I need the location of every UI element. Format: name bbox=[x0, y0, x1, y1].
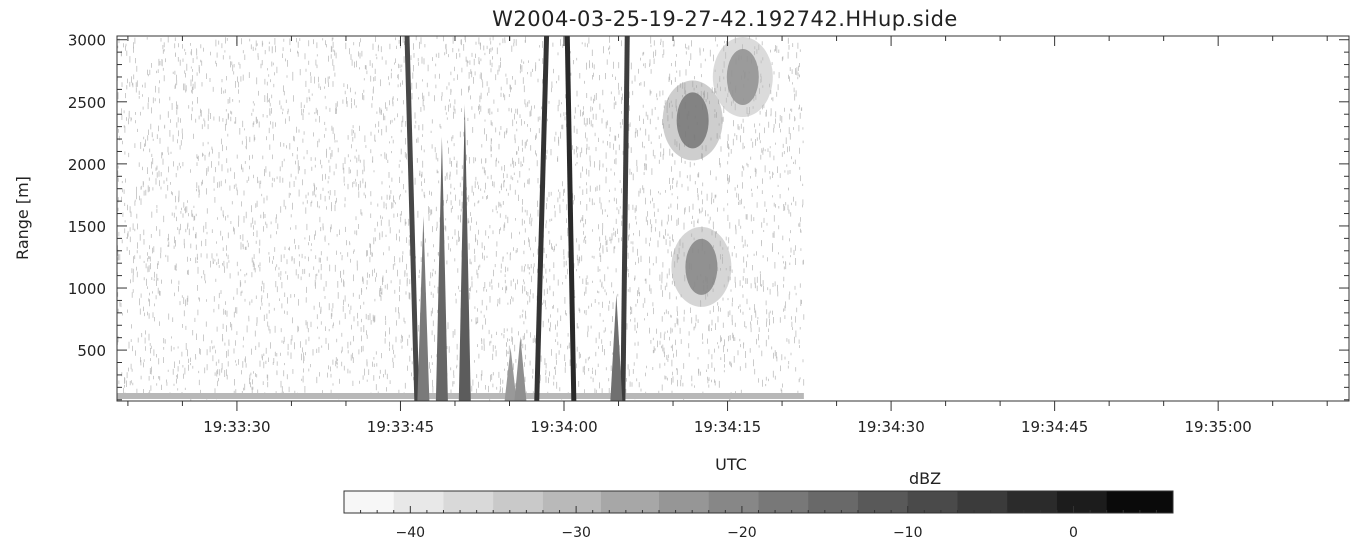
x-tick-label: 19:33:30 bbox=[203, 418, 270, 436]
colorbar-swatch bbox=[344, 491, 395, 513]
x-tick-label: 19:33:45 bbox=[367, 418, 434, 436]
reflectivity-cloud bbox=[662, 80, 723, 161]
x-tick-label: 19:34:00 bbox=[530, 418, 597, 436]
radar-reflectivity-image bbox=[117, 36, 805, 401]
x-tick-label: 19:34:15 bbox=[694, 418, 761, 436]
colorbar-swatch bbox=[907, 491, 958, 513]
colorbar-tick-label: −40 bbox=[396, 525, 426, 541]
colorbar-swatch bbox=[393, 491, 444, 513]
colorbar-swatch bbox=[1007, 491, 1058, 513]
colorbar-swatch bbox=[957, 491, 1008, 513]
reflectivity-cloud bbox=[712, 36, 773, 117]
colorbar-swatch bbox=[659, 491, 710, 513]
colorbar: −40 −30 −20 −10 0 bbox=[343, 490, 1174, 541]
colorbar-swatch bbox=[708, 491, 759, 513]
colorbar-tick-label: −10 bbox=[893, 525, 923, 541]
reflectivity-streak bbox=[564, 36, 577, 401]
reflectivity-spike bbox=[514, 336, 527, 401]
reflectivity-spike bbox=[417, 216, 430, 401]
reflectivity-streak bbox=[534, 36, 550, 401]
cloud-core bbox=[676, 92, 709, 149]
colorbar-swatch bbox=[1106, 491, 1174, 513]
reflectivity-spike bbox=[504, 347, 517, 401]
colorbar-swatch bbox=[493, 491, 544, 513]
y-axis-label: Range [m] bbox=[13, 176, 32, 260]
cloud-core bbox=[685, 238, 718, 295]
noise-speckle bbox=[117, 36, 805, 401]
echo-features bbox=[404, 36, 773, 401]
x-tick-label: 19:35:00 bbox=[1184, 418, 1251, 436]
y-tick-label: 500 bbox=[77, 342, 106, 360]
colorbar-swatch bbox=[758, 491, 809, 513]
y-tick-label: 2500 bbox=[68, 94, 106, 112]
x-tick-label: 19:34:45 bbox=[1021, 418, 1088, 436]
colorbar-swatch bbox=[808, 491, 859, 513]
reflectivity-spike bbox=[435, 136, 448, 401]
chart-title: W2004-03-25-19-27-42.192742.HHup.side bbox=[492, 7, 958, 31]
colorbar-tick-label: −30 bbox=[561, 525, 591, 541]
y-axis: 500 1000 1500 2000 2500 3000 bbox=[68, 32, 1349, 401]
reflectivity-streak bbox=[404, 36, 420, 401]
colorbar-swatch bbox=[542, 491, 602, 513]
y-tick-label: 1500 bbox=[68, 218, 106, 236]
colorbar-swatch bbox=[857, 491, 909, 513]
reflectivity-spike bbox=[458, 104, 471, 401]
colorbar-swatch bbox=[600, 491, 660, 513]
colorbar-tick-label: 0 bbox=[1069, 525, 1078, 541]
reflectivity-cloud bbox=[671, 226, 732, 307]
y-tick-label: 3000 bbox=[68, 32, 106, 50]
x-tick-label: 19:34:30 bbox=[857, 418, 924, 436]
cloud-core bbox=[726, 48, 759, 105]
colorbar-tick-label: −20 bbox=[727, 525, 757, 541]
colorbar-label: dBZ bbox=[909, 469, 941, 488]
colorbar-swatch bbox=[1056, 491, 1108, 513]
y-tick-label: 2000 bbox=[68, 156, 106, 174]
y-tick-label: 1000 bbox=[68, 280, 106, 298]
reflectivity-spike bbox=[610, 294, 623, 401]
reflectivity-streak bbox=[620, 36, 630, 401]
x-axis: 19:33:30 19:33:45 19:34:00 19:34:15 19:34:30… bbox=[127, 36, 1328, 436]
x-axis-label: UTC bbox=[715, 455, 747, 474]
colorbar-swatch bbox=[443, 491, 494, 513]
plot-frame bbox=[116, 35, 1350, 402]
